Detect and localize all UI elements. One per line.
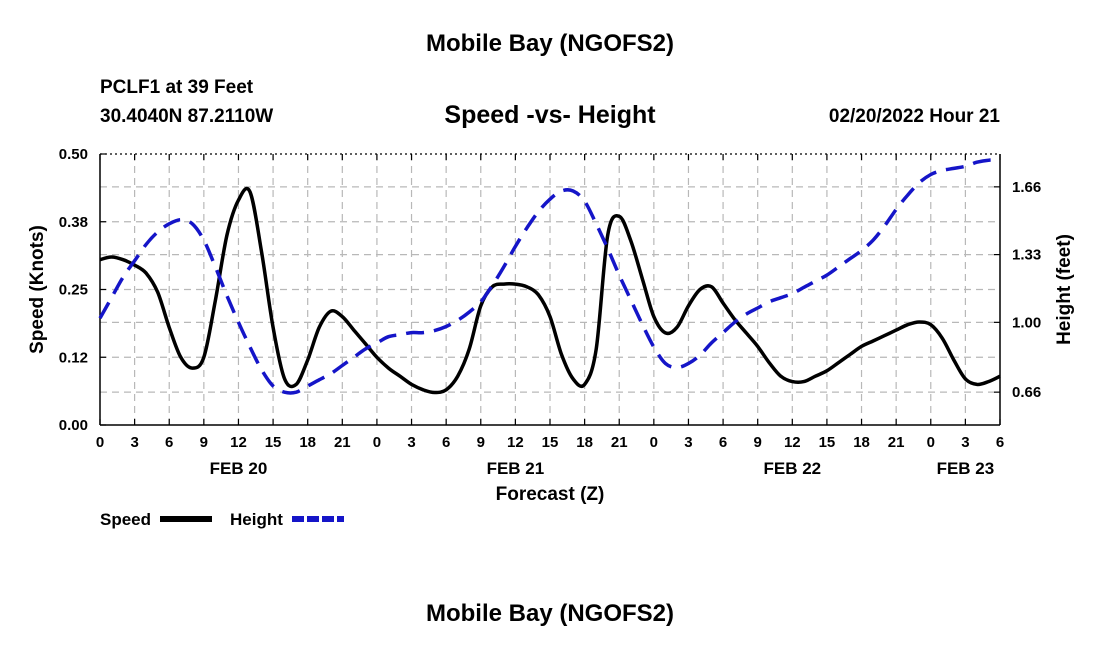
- y-left-tick-label: 0.00: [59, 417, 88, 434]
- x-tick-label: 15: [819, 434, 836, 451]
- x-tick-label: 18: [853, 434, 870, 451]
- x-tick-label: 21: [888, 434, 905, 451]
- x-tick-label: 15: [265, 434, 282, 451]
- speed-series-line: [99, 186, 1001, 395]
- y-left-tick-label: 0.50: [59, 146, 88, 163]
- x-tick-label: 12: [507, 434, 524, 451]
- x-tick-label: 6: [719, 434, 727, 451]
- day-label: FEB 23: [937, 459, 995, 478]
- x-tick-label: 3: [684, 434, 692, 451]
- x-tick-label: 9: [200, 434, 208, 451]
- y-right-tick-label: 1.33: [1012, 247, 1041, 264]
- x-tick-label: 6: [165, 434, 173, 451]
- x-tick-label: 21: [611, 434, 628, 451]
- x-tick-label: 9: [754, 434, 762, 451]
- x-tick-label: 0: [96, 434, 104, 451]
- day-label: FEB 20: [210, 459, 268, 478]
- x-tick-label: 0: [650, 434, 658, 451]
- x-tick-label: 6: [442, 434, 450, 451]
- station-coordinates: 30.4040N 87.2110W: [100, 106, 274, 127]
- x-tick-label: 0: [373, 434, 381, 451]
- day-label: FEB 22: [763, 459, 821, 478]
- legend-height-label: Height: [230, 510, 283, 529]
- x-axis-title: Forecast (Z): [496, 484, 605, 505]
- x-tick-label: 12: [230, 434, 247, 451]
- x-tick-label: 3: [961, 434, 969, 451]
- x-tick-label: 3: [407, 434, 415, 451]
- x-tick-label: 18: [299, 434, 316, 451]
- y-right-tick-label: 1.00: [1012, 314, 1041, 331]
- x-tick-label: 6: [996, 434, 1004, 451]
- x-tick-label: 3: [130, 434, 138, 451]
- x-tick-label: 15: [542, 434, 559, 451]
- x-tick-label: 12: [784, 434, 801, 451]
- x-tick-label: 21: [334, 434, 351, 451]
- x-tick-label: 9: [477, 434, 485, 451]
- y-left-tick-label: 0.38: [59, 214, 88, 231]
- footer-title: Mobile Bay (NGOFS2): [425, 600, 675, 627]
- height-series-line: [98, 158, 1001, 395]
- x-tick-label: 0: [927, 434, 935, 451]
- day-label: FEB 21: [487, 459, 545, 478]
- x-tick-label: 18: [576, 434, 593, 451]
- y-right-tick-label: 0.66: [1012, 384, 1041, 401]
- y-left-tick-label: 0.25: [59, 282, 88, 299]
- forecast-datetime: 02/20/2022 Hour 21: [828, 106, 1000, 127]
- legend-speed-label: Speed: [100, 510, 151, 529]
- y-left-tick-label: 0.12: [59, 349, 88, 366]
- chart-subtitle: Speed -vs- Height: [444, 101, 656, 129]
- y-right-tick-label: 1.66: [1012, 179, 1041, 196]
- y-right-axis-title: Height (feet): [1054, 234, 1075, 345]
- station-label: PCLF1 at 39 Feet: [100, 77, 254, 98]
- chart-main-title: Mobile Bay (NGOFS2): [425, 30, 675, 57]
- y-left-axis-title: Speed (Knots): [27, 225, 48, 354]
